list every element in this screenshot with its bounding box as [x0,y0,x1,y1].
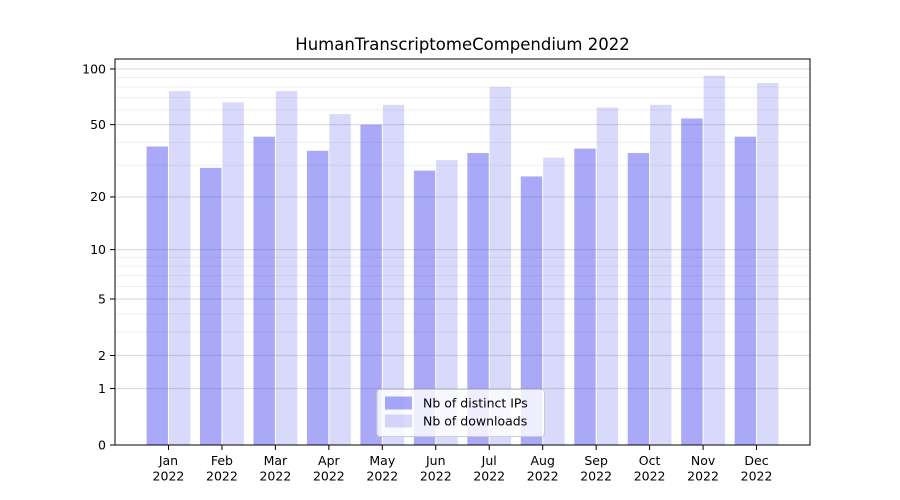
x-tick-label: Dec 2022 [741,453,773,484]
bar-nov-downloads [703,75,725,446]
bar-jul-ips [467,153,489,445]
y-tick-label: 2 [98,348,106,363]
y-tick-label: 5 [98,291,106,306]
y-axis-labels: 0 1 2 5 10 20 50 100 [82,61,106,452]
bar-jun-ips [413,170,436,445]
bar-oct-ips [627,153,650,445]
bar-aug-ips [520,176,543,446]
legend: Nb of distinct IPs Nb of downloads [376,389,545,437]
x-tick-label: Sep 2022 [580,453,612,484]
x-tick-label: Apr 2022 [313,453,345,484]
x-tick-label: Nov 2022 [687,453,719,484]
bar-dec-downloads [757,83,779,445]
chart-title: HumanTranscriptomeCompendium 2022 [295,35,629,54]
legend-label: Nb of distinct IPs [423,396,528,411]
bar-mar-downloads [275,91,298,445]
y-tick-label: 20 [90,189,106,204]
legend-box [376,389,545,437]
x-tick-label: Jan 2022 [153,453,185,484]
bar-feb-downloads [222,102,244,445]
x-tick-label: Jun 2022 [420,453,452,484]
y-tick-label: 10 [90,242,106,257]
plot-frame [114,58,811,446]
bar-may-downloads [382,104,405,446]
major-gridlines [115,68,810,390]
bar-dec-ips [734,136,757,445]
bar-oct-downloads [650,104,672,446]
axes [110,58,811,450]
x-axis-labels: Jan 2022 Feb 2022 Mar 2022 Apr 2022 May 2022 Jun 20… [153,453,773,484]
bar-feb-ips [200,167,222,446]
legend-swatch [385,414,412,428]
x-tick-label: May 2022 [366,453,398,484]
legend-label: Nb of downloads [423,414,527,429]
x-tick-label: Feb 2022 [206,453,238,484]
bar-aug-downloads [543,157,565,445]
y-tick-label: 50 [90,117,106,132]
bar-jan-downloads [168,91,191,445]
bar-apr-downloads [329,114,351,446]
bar-nov-ips [681,118,703,446]
bar-sep-downloads [596,107,619,445]
x-tick-label: Jul 2022 [473,453,505,484]
x-tick-label: Mar 2022 [259,453,291,484]
bar-jun-downloads [436,160,458,446]
y-tick-label: 1 [98,381,106,396]
minor-gridlines [115,76,810,333]
bar-apr-ips [306,150,329,445]
legend-swatch [385,396,412,410]
bar-jul-downloads [489,86,512,446]
x-tick-label: Aug 2022 [527,453,559,484]
y-tick-label: 100 [82,61,106,76]
y-tick-label: 0 [98,437,106,452]
x-tick-label: Oct 2022 [634,453,666,484]
bar-sep-ips [574,148,596,445]
bars [146,75,779,446]
bar-mar-ips [253,136,275,445]
bar-jan-ips [146,146,168,446]
bar-may-ips [360,124,382,445]
